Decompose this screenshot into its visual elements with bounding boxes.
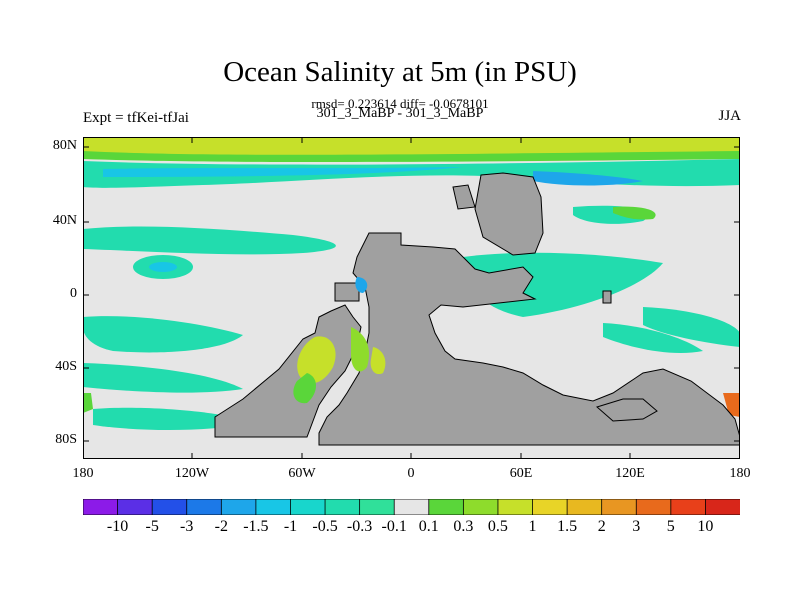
colorbar — [83, 499, 740, 515]
colorbar-swatch — [255, 499, 292, 515]
land-northern-block — [474, 172, 544, 256]
colorbar-label: -3 — [180, 518, 194, 535]
map-title: Ocean Salinity at 5m (in PSU) — [223, 56, 577, 88]
colorbar-swatch — [497, 499, 534, 515]
colorbar-swatch — [220, 499, 257, 515]
colorbar-swatches — [83, 499, 740, 515]
arctic-band — [83, 137, 740, 155]
colorbar-swatch — [635, 499, 672, 515]
case-line: 301_3_MaBP - 301_3_MaBP — [316, 106, 484, 121]
lon-tick-120w: 120W — [174, 466, 210, 481]
colorbar-label: -2 — [214, 518, 228, 535]
colorbar-label: 0.3 — [453, 518, 474, 535]
colorbar-label: -10 — [106, 518, 129, 535]
lon-tick-180-left: 180 — [72, 466, 94, 481]
colorbar-label: 0.1 — [418, 518, 439, 535]
colorbar-swatch — [393, 499, 430, 515]
colorbar-swatch — [324, 499, 361, 515]
lat-tick-0: 0 — [70, 286, 77, 301]
colorbar-swatch — [532, 499, 569, 515]
colorbar-label: -1.5 — [243, 518, 269, 535]
colorbar-label: -0.5 — [312, 518, 338, 535]
colorbar-label: 10 — [697, 518, 714, 535]
colorbar-swatch — [151, 499, 188, 515]
colorbar-swatch — [601, 499, 638, 515]
lon-tick-120e: 120E — [615, 466, 645, 481]
colorbar-label: 5 — [666, 518, 675, 535]
lon-tick-60w: 60W — [288, 466, 316, 481]
colorbar-label: 2 — [597, 518, 606, 535]
colorbar-label: 0.5 — [487, 518, 508, 535]
colorbar-swatch — [83, 499, 119, 515]
colorbar-swatch — [186, 499, 223, 515]
lon-tick-180-right: 180 — [729, 466, 751, 481]
lon-tick-0: 0 — [407, 466, 415, 481]
colorbar-swatch — [462, 499, 499, 515]
colorbar-swatch — [117, 499, 154, 515]
lat-tick-80s: 80S — [55, 432, 77, 447]
colorbar-swatch — [428, 499, 465, 515]
colorbar-label: 1 — [528, 518, 537, 535]
lon-tick-60e: 60E — [509, 466, 533, 481]
colorbar-label: -5 — [145, 518, 159, 535]
colorbar-label: 1.5 — [557, 518, 578, 535]
colorbar-label: -1 — [283, 518, 298, 535]
colorbar-label: -0.1 — [381, 518, 407, 535]
lat-tick-40s: 40S — [55, 359, 77, 374]
colorbar-swatch — [670, 499, 707, 515]
colorbar-swatch — [705, 499, 740, 515]
colorbar-label: 3 — [632, 518, 641, 535]
colorbar-swatch — [290, 499, 326, 515]
lat-tick-40n: 40N — [52, 213, 77, 228]
salinity-map — [83, 137, 740, 459]
lat-tick-80n: 80N — [52, 138, 77, 153]
colorbar-swatch — [566, 499, 603, 515]
map-ticks — [83, 137, 740, 459]
colorbar-label: -0.3 — [346, 518, 373, 535]
land-salinity-patch-yellow — [297, 336, 336, 384]
season-label: JJA — [718, 108, 741, 124]
experiment-label: Expt = tfKei-tfJai — [83, 110, 189, 126]
land-main — [318, 232, 740, 446]
colorbar-swatch — [359, 499, 396, 515]
stats-line: rmsd= 0.223614 diff= -0.0678101 — [311, 96, 489, 111]
